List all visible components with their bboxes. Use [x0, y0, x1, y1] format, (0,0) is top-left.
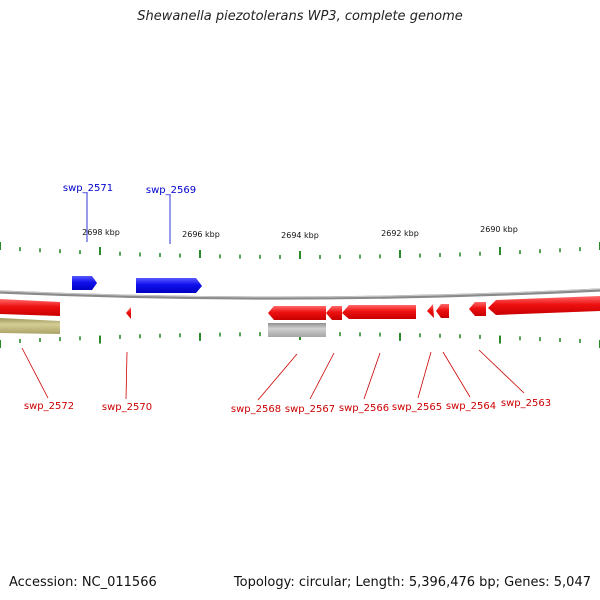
scale-label: 2698 kbp	[82, 228, 120, 237]
gene-swp_2565[interactable]	[427, 304, 434, 318]
gene-swp_2563-a[interactable]	[469, 302, 486, 316]
accession-text: Accession: NC_011566	[9, 575, 157, 590]
leader-line	[417, 351, 432, 399]
leader-line	[309, 352, 335, 400]
gene-label-swp_2564[interactable]: swp_2564	[446, 401, 496, 412]
scale-label: 2692 kbp	[381, 229, 419, 238]
genome-summary: Topology: circular; Length: 5,396,476 bp…	[233, 575, 591, 590]
gene-swp_2568[interactable]	[268, 306, 326, 320]
leader-line	[125, 351, 128, 400]
gene-label-swp_2566[interactable]: swp_2566	[339, 403, 389, 414]
gene-label-swp_2570[interactable]: swp_2570	[102, 402, 152, 413]
gene-label-swp_2563[interactable]: swp_2563	[501, 398, 551, 409]
gene-label-swp_2565[interactable]: swp_2565	[392, 402, 442, 413]
gene-label-swp_2568[interactable]: swp_2568	[231, 404, 281, 415]
gene-swp_2563[interactable]	[488, 296, 600, 315]
gene-swp_2569[interactable]	[136, 278, 202, 293]
rna-feature[interactable]	[0, 318, 60, 334]
scale-label: 2696 kbp	[182, 230, 220, 239]
gene-label-swp_2572[interactable]: swp_2572	[24, 401, 74, 412]
leader-line	[478, 349, 525, 394]
gene-swp_2567[interactable]	[326, 306, 342, 320]
gene-label-swp_2569[interactable]: swp_2569	[146, 185, 196, 196]
outer-ticks	[0, 242, 600, 259]
gene-swp_2566[interactable]	[342, 305, 416, 319]
other-feature[interactable]	[268, 323, 326, 337]
gene-swp_2572[interactable]	[0, 299, 60, 316]
genome-backbone	[0, 288, 600, 300]
scale-label: 2690 kbp	[480, 225, 518, 234]
scale-label: 2694 kbp	[281, 231, 319, 240]
gene-label-swp_2571[interactable]: swp_2571	[63, 183, 113, 194]
leader-line	[442, 351, 471, 398]
gene-swp_2564[interactable]	[436, 304, 449, 318]
leader-line	[21, 347, 49, 399]
gene-swp_2571[interactable]	[72, 276, 97, 290]
gene-label-swp_2567[interactable]: swp_2567	[285, 404, 335, 415]
leader-line	[363, 352, 381, 400]
map-title: Shewanella piezotolerans WP3, complete g…	[137, 9, 463, 24]
gene-swp_2570[interactable]	[126, 307, 131, 319]
leader-line	[257, 353, 298, 401]
